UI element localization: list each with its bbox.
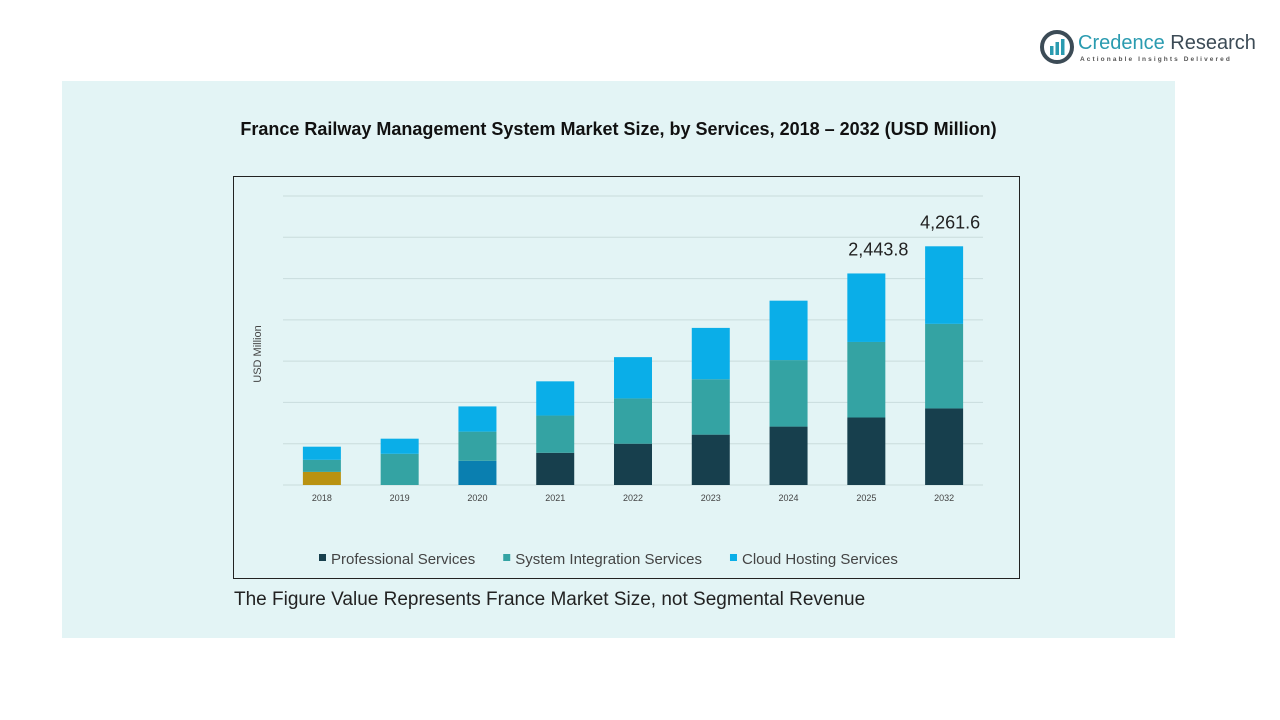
bar-segment-cloud-hosting-services-2024 <box>769 300 808 361</box>
logo-mark-icon <box>1040 30 1074 64</box>
credence-research-logo: Credence Research Actionable Insights De… <box>1040 30 1256 70</box>
x-tick-label: 2020 <box>467 493 487 503</box>
data-label: 4,261.6 <box>920 212 980 232</box>
brand-name: Credence Research <box>1078 32 1256 55</box>
legend-label: Cloud Hosting Services <box>742 551 898 568</box>
x-tick-label: 2023 <box>701 493 721 503</box>
legend-label: System Integration Services <box>515 551 702 568</box>
bar-segment-cloud-hosting-services-2025 <box>847 273 886 342</box>
bar-segment-cloud-hosting-services-2022 <box>614 357 652 399</box>
bar-segment-cloud-hosting-services-2021 <box>536 381 575 416</box>
bar-segment-cloud-hosting-services-2020 <box>458 406 497 432</box>
bar-segment-cloud-hosting-services-2032 <box>925 246 964 324</box>
x-tick-label: 2019 <box>390 493 410 503</box>
x-tick-label: 2032 <box>934 493 954 503</box>
chart-title: France Railway Management System Market … <box>240 119 997 139</box>
stacked-bar-chart: 2018 2019 2020 2021 2022 2023 2024 2025 2,443.8 2… <box>252 195 983 568</box>
bar-segment-cloud-hosting-services-2018 <box>302 446 341 460</box>
bar-segment-professional-services-2021 <box>536 452 575 485</box>
bar-segment-professional-services-2022 <box>614 443 652 485</box>
bar-segment-system-integration-services-2024 <box>769 360 808 427</box>
data-label: 2,443.8 <box>848 239 908 259</box>
bar-segment-system-integration-services-2022 <box>614 398 652 444</box>
bar-segment-system-integration-services-2023 <box>691 379 730 435</box>
legend-swatch <box>729 554 737 561</box>
bar-segment-professional-services-2023 <box>691 434 730 485</box>
bar-segment-system-integration-services-2018 <box>302 459 341 472</box>
bar-segment-professional-services-2020 <box>458 460 497 485</box>
y-axis-label: USD Million <box>252 325 264 382</box>
footer-note: The Figure Value Represents France Marke… <box>234 589 866 610</box>
x-tick-label: 2025 <box>856 493 876 503</box>
bar-segment-system-integration-services-2025 <box>847 341 886 418</box>
x-tick-label: 2022 <box>623 493 643 503</box>
legend-swatch <box>319 554 326 561</box>
bar-segment-system-integration-services-2021 <box>536 415 575 453</box>
bar-segment-cloud-hosting-services-2019 <box>380 438 419 454</box>
chart-frame <box>233 176 1020 579</box>
bar-segment-professional-services-2024 <box>769 426 808 485</box>
x-tick-label: 2021 <box>545 493 565 503</box>
bar-segment-professional-services-2018 <box>302 471 341 485</box>
bar-segment-professional-services-2032 <box>925 408 964 485</box>
bar-segment-system-integration-services-2020 <box>458 431 497 461</box>
brand-name-b: Research <box>1164 32 1256 54</box>
bar-segment-system-integration-services-2032 <box>925 323 964 409</box>
bar-segment-professional-services-2025 <box>847 417 886 485</box>
x-tick-label: 2018 <box>312 493 332 503</box>
brand-tagline: Actionable Insights Delivered <box>1080 56 1232 63</box>
x-tick-label: 2024 <box>779 493 799 503</box>
bar-segment-cloud-hosting-services-2023 <box>691 327 730 380</box>
brand-name-a: Credence <box>1078 32 1165 54</box>
bar-segment-system-integration-services-2019 <box>380 453 419 485</box>
legend-swatch <box>503 554 511 561</box>
legend-label: Professional Services <box>331 551 475 568</box>
